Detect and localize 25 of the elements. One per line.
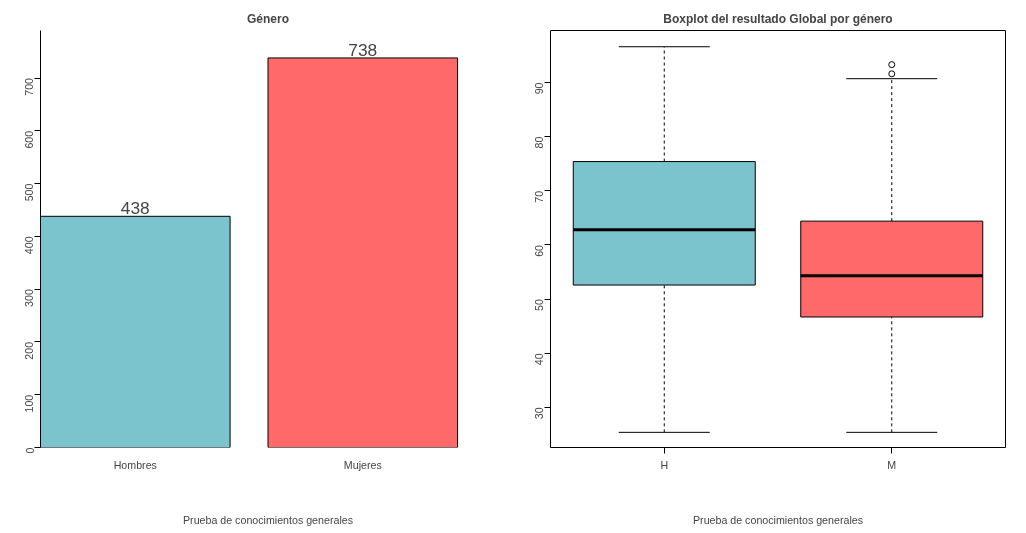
y-tick-label: 80 <box>533 136 546 149</box>
chart-title: Género <box>246 11 290 26</box>
data-label: 738 <box>348 39 378 60</box>
chart-title: Boxplot del resultado Global por género <box>663 11 893 26</box>
y-tick-label: 70 <box>533 190 546 203</box>
x-axis-title: Prueba de conocimientos generales <box>692 513 864 526</box>
y-tick-label: 700 <box>23 77 36 96</box>
y-tick-label: 200 <box>23 341 36 360</box>
y-tick-label: 500 <box>23 183 36 202</box>
x-tick-label: H <box>660 458 669 471</box>
y-tick-label: 90 <box>533 82 546 95</box>
data-label: 438 <box>120 198 150 219</box>
x-tick-label: M <box>887 458 897 471</box>
y-tick-label: 60 <box>533 244 546 257</box>
y-tick-label: 400 <box>23 236 36 255</box>
y-tick-label: 50 <box>533 299 546 311</box>
y-tick-label: 0 <box>23 447 36 454</box>
y-tick-label: 40 <box>533 353 546 366</box>
y-tick-label: 300 <box>23 289 36 307</box>
y-tick-label: 600 <box>23 130 36 149</box>
x-tick-label: Hombres <box>113 458 157 471</box>
x-axis-title: Prueba de conocimientos generales <box>182 513 354 526</box>
y-tick-label: 30 <box>533 407 546 420</box>
y-tick-label: 100 <box>23 394 36 413</box>
x-tick-label: Mujeres <box>343 458 382 471</box>
